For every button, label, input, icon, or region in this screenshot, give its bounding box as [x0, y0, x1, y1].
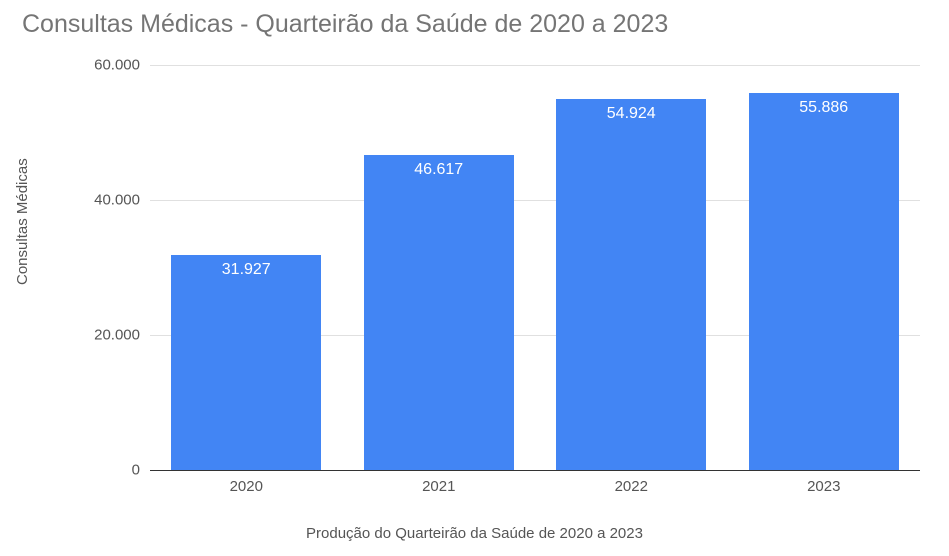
- bar: 31.927: [171, 255, 321, 471]
- bars-container: 31.927202046.617202154.924202255.8862023: [150, 65, 920, 470]
- x-tick-label: 2020: [150, 478, 343, 495]
- x-axis-label: Produção do Quarteirão da Saúde de 2020 …: [0, 525, 949, 542]
- bar-value-label: 46.617: [364, 161, 514, 179]
- plot-area: 31.927202046.617202154.924202255.8862023: [150, 65, 920, 470]
- bar-value-label: 55.886: [749, 99, 899, 117]
- x-tick-label: 2021: [343, 478, 536, 495]
- bar-slot: 31.9272020: [150, 65, 343, 470]
- bar-value-label: 31.927: [171, 261, 321, 279]
- baseline: [150, 470, 920, 471]
- y-tick-label: 0: [80, 462, 140, 479]
- y-axis-label: Consultas Médicas: [14, 158, 31, 285]
- bar: 54.924: [556, 99, 706, 470]
- x-tick-label: 2023: [728, 478, 921, 495]
- bar: 46.617: [364, 155, 514, 470]
- bar-slot: 54.9242022: [535, 65, 728, 470]
- y-tick-label: 20.000: [80, 327, 140, 344]
- bar: 55.886: [749, 93, 899, 470]
- bar-value-label: 54.924: [556, 105, 706, 123]
- x-tick-label: 2022: [535, 478, 728, 495]
- bar-slot: 55.8862023: [728, 65, 921, 470]
- chart-title: Consultas Médicas - Quarteirão da Saúde …: [22, 10, 668, 39]
- y-tick-label: 60.000: [80, 57, 140, 74]
- y-tick-label: 40.000: [80, 192, 140, 209]
- bar-slot: 46.6172021: [343, 65, 536, 470]
